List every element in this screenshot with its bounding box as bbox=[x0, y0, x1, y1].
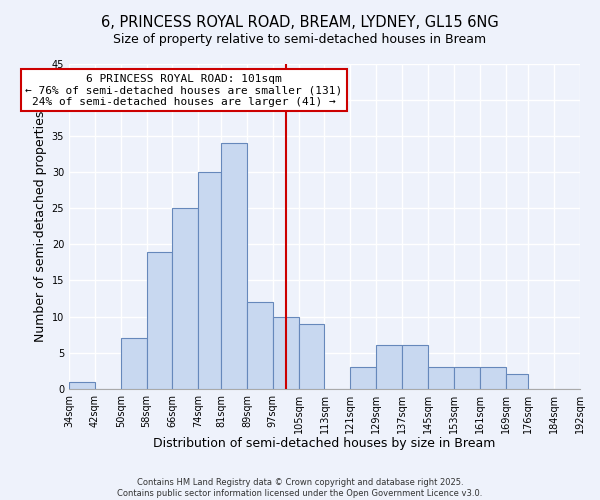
Bar bbox=[273, 316, 299, 388]
Bar bbox=[199, 172, 221, 388]
Bar bbox=[299, 324, 325, 388]
Bar bbox=[376, 346, 402, 389]
Bar bbox=[402, 346, 428, 389]
Bar bbox=[221, 144, 247, 388]
Text: Size of property relative to semi-detached houses in Bream: Size of property relative to semi-detach… bbox=[113, 32, 487, 46]
Bar bbox=[480, 367, 506, 388]
Text: 6, PRINCESS ROYAL ROAD, BREAM, LYDNEY, GL15 6NG: 6, PRINCESS ROYAL ROAD, BREAM, LYDNEY, G… bbox=[101, 15, 499, 30]
X-axis label: Distribution of semi-detached houses by size in Bream: Distribution of semi-detached houses by … bbox=[154, 437, 496, 450]
Text: Contains HM Land Registry data © Crown copyright and database right 2025.
Contai: Contains HM Land Registry data © Crown c… bbox=[118, 478, 482, 498]
Bar bbox=[454, 367, 480, 388]
Bar bbox=[121, 338, 146, 388]
Bar bbox=[350, 367, 376, 388]
Bar bbox=[247, 302, 273, 388]
Y-axis label: Number of semi-detached properties: Number of semi-detached properties bbox=[34, 110, 47, 342]
Bar bbox=[69, 382, 95, 388]
Bar bbox=[146, 252, 172, 388]
Text: 6 PRINCESS ROYAL ROAD: 101sqm
← 76% of semi-detached houses are smaller (131)
24: 6 PRINCESS ROYAL ROAD: 101sqm ← 76% of s… bbox=[25, 74, 343, 107]
Bar bbox=[428, 367, 454, 388]
Bar bbox=[172, 208, 199, 388]
Bar bbox=[506, 374, 528, 388]
